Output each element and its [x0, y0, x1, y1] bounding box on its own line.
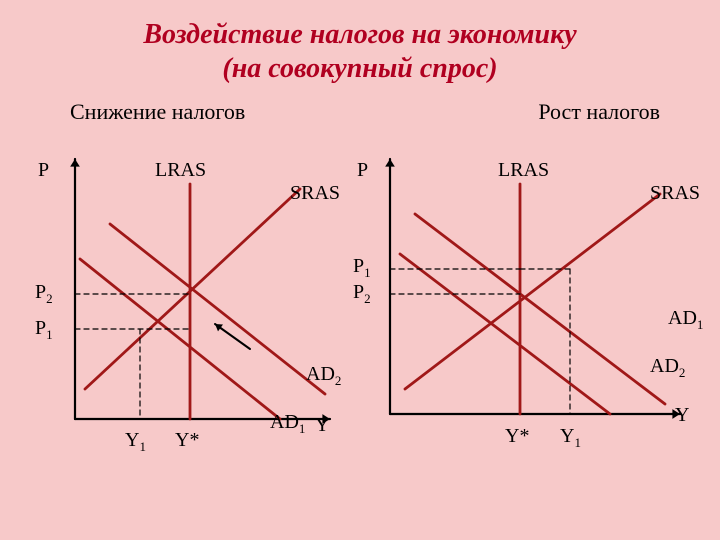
left-P1-label: P1: [35, 317, 53, 343]
left-AD2-label: AD2: [306, 363, 341, 389]
left-Y1-label: Y1: [125, 429, 146, 455]
right-P-label: P: [357, 159, 368, 182]
left-AD1-label: AD1: [270, 411, 305, 437]
left-SRAS-label: SRAS: [290, 182, 340, 205]
left-P2-label: P2: [35, 281, 53, 307]
right-P1-label: P1: [353, 255, 371, 281]
chart-svg: [20, 129, 700, 509]
subtitle-row: Снижение налогов Рост налогов: [70, 99, 660, 125]
left-Y-label: Y: [315, 414, 329, 437]
slide-title: Воздействие налогов на экономику (на сов…: [20, 18, 700, 85]
left-LRAS-label: LRAS: [155, 159, 206, 182]
title-line2: (на совокупный спрос): [222, 53, 497, 84]
right-subtitle: Рост налогов: [538, 99, 660, 125]
right-Y1-label: Y1: [560, 425, 581, 451]
right-Ystar-label: Y*: [505, 425, 529, 448]
right-Y-label: Y: [675, 404, 689, 427]
left-subtitle: Снижение налогов: [70, 99, 245, 125]
left-Ystar-label: Y*: [175, 429, 199, 452]
right-AD2-label: AD2: [650, 355, 685, 381]
left-P-label: P: [38, 159, 49, 182]
chart-area: P Y LRAS SRAS AD1 AD2 P1 P2 Y1 Y* P Y LR…: [20, 129, 700, 509]
title-line1: Воздействие налогов на экономику: [143, 19, 576, 50]
right-SRAS-label: SRAS: [650, 182, 700, 205]
right-AD1-label: AD1: [668, 307, 703, 333]
right-P2-label: P2: [353, 281, 371, 307]
right-LRAS-label: LRAS: [498, 159, 549, 182]
